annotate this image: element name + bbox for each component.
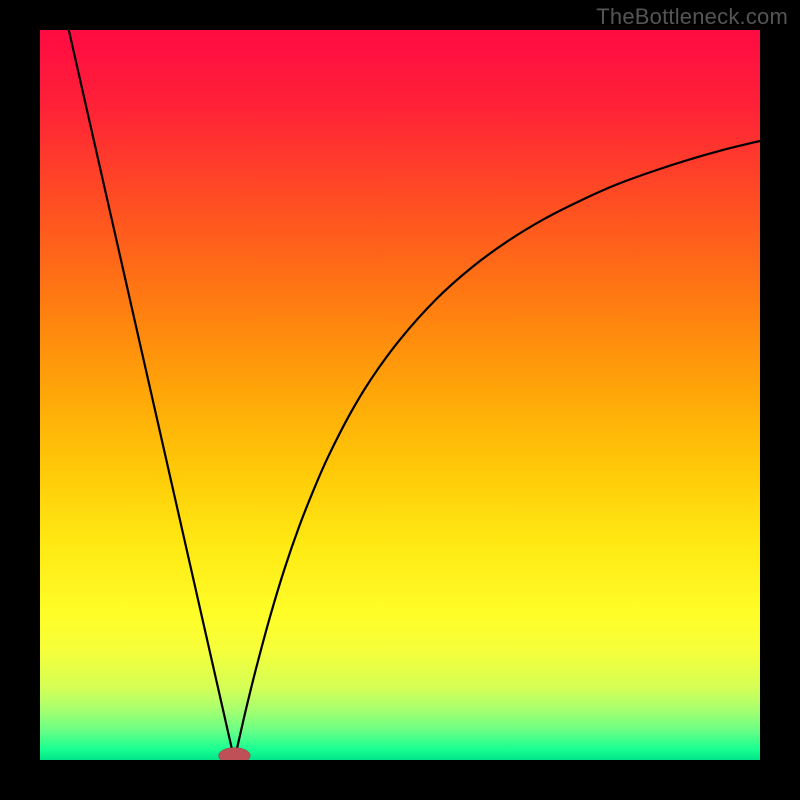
optimal-point-marker [219, 748, 251, 764]
watermark-text: TheBottleneck.com [596, 4, 788, 30]
bottleneck-chart [0, 0, 800, 800]
plot-background [40, 30, 760, 760]
chart-container [0, 0, 800, 800]
